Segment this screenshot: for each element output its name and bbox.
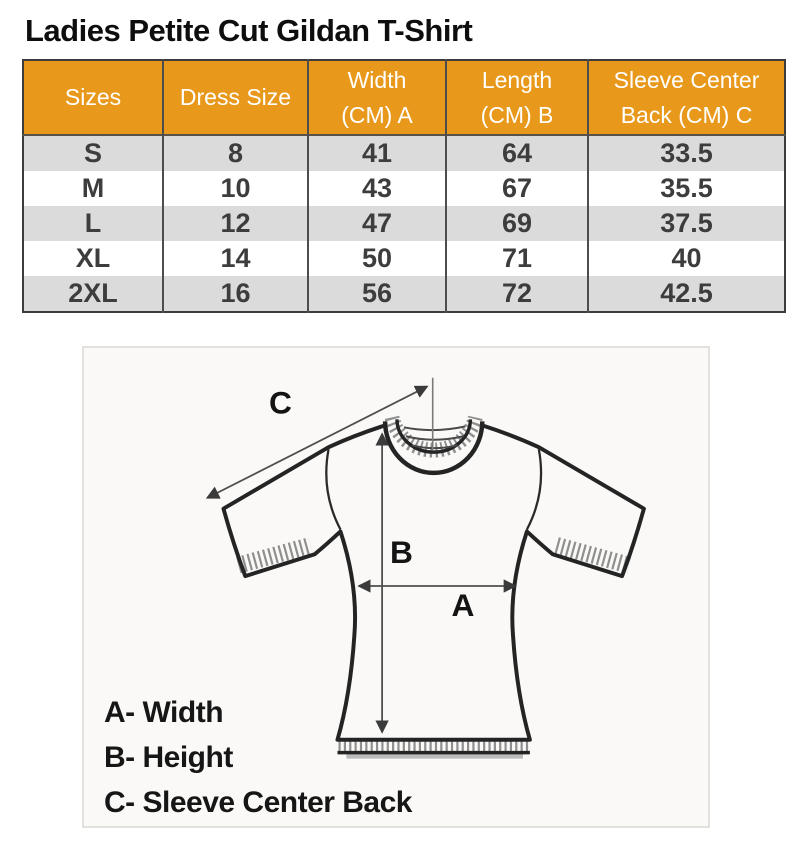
cell-dress-size: 16 <box>162 276 308 312</box>
cell-dress-size: 10 <box>162 171 308 206</box>
table-row: L 12 47 69 37.5 <box>23 206 785 241</box>
right-cuff-ribbing <box>554 537 632 574</box>
right-armhole-seam <box>525 448 543 531</box>
cell-length: 72 <box>445 276 588 312</box>
header-line: Sleeve Center <box>613 67 760 93</box>
legend-item-height: B- Height <box>104 741 233 774</box>
page-title: Ladies Petite Cut Gildan T-Shirt <box>25 13 473 48</box>
table-row: XL 14 50 71 40 <box>23 241 785 276</box>
header-cell-sizes: Sizes <box>23 60 163 135</box>
cell-length: 67 <box>445 171 588 206</box>
header-cell-width: Width (CM) A <box>307 60 446 135</box>
cell-size: L <box>23 206 163 241</box>
label-b: B <box>390 534 413 570</box>
cell-length: 71 <box>445 241 588 276</box>
header-line: Width <box>347 67 407 93</box>
cell-sleeve: 35.5 <box>587 171 785 206</box>
label-c: C <box>269 384 292 420</box>
cell-width: 41 <box>307 134 446 171</box>
cell-length: 64 <box>445 134 588 171</box>
header-line: Length <box>481 67 553 93</box>
table-row: S 8 41 64 33.5 <box>23 134 785 171</box>
cell-width: 43 <box>307 171 446 206</box>
label-a: A <box>452 587 475 623</box>
collar-rib-line <box>403 425 466 432</box>
legend-item-width: A- Width <box>104 696 224 729</box>
cell-sleeve: 40 <box>587 241 785 276</box>
left-cuff-ribbing <box>236 537 313 574</box>
diagram-legend: A- Width B- Height C- Sleeve Center Back <box>104 690 413 825</box>
cell-sleeve: 33.5 <box>587 134 785 171</box>
cell-dress-size: 12 <box>162 206 308 241</box>
cell-size: XL <box>23 241 163 276</box>
header-line: (CM) A <box>341 101 413 128</box>
header-line: Sizes <box>64 84 122 111</box>
table-row: M 10 43 67 35.5 <box>23 171 785 206</box>
measurement-diagram-box: C B A A- Width B- Height C- Sleeve Cente… <box>82 346 710 828</box>
measure-line-c <box>205 385 429 499</box>
cell-width: 47 <box>307 206 446 241</box>
header-cell-length: Length (CM) B <box>445 60 588 135</box>
header-cell-dress-size: Dress Size <box>162 60 308 135</box>
cell-width: 56 <box>307 276 446 312</box>
header-line: Dress Size <box>179 84 292 111</box>
cell-sleeve: 37.5 <box>587 206 785 241</box>
cell-sleeve: 42.5 <box>587 276 785 312</box>
cell-size: S <box>23 134 163 171</box>
cell-width: 50 <box>307 241 446 276</box>
table-row: 2XL 16 56 72 42.5 <box>23 276 785 312</box>
tshirt-measurement-diagram: C B A <box>205 377 646 759</box>
header-cell-sleeve: Sleeve Center Back (CM) C <box>587 60 785 135</box>
cell-size: 2XL <box>23 276 163 312</box>
legend-item-sleeve: C- Sleeve Center Back <box>104 786 413 819</box>
size-chart-table: Sizes Dress Size Width (CM) A Length (CM… <box>22 59 786 313</box>
header-line: (CM) B <box>480 101 554 128</box>
collar-ribbing-band <box>384 415 483 458</box>
cell-size: M <box>23 171 163 206</box>
left-armhole-seam <box>325 448 342 531</box>
cell-dress-size: 8 <box>162 134 308 171</box>
cell-dress-size: 14 <box>162 241 308 276</box>
cell-length: 69 <box>445 206 588 241</box>
tshirt-outline <box>221 423 646 742</box>
table-header-row: Sizes Dress Size Width (CM) A Length (CM… <box>23 60 785 135</box>
header-line: Back (CM) C <box>620 101 753 128</box>
